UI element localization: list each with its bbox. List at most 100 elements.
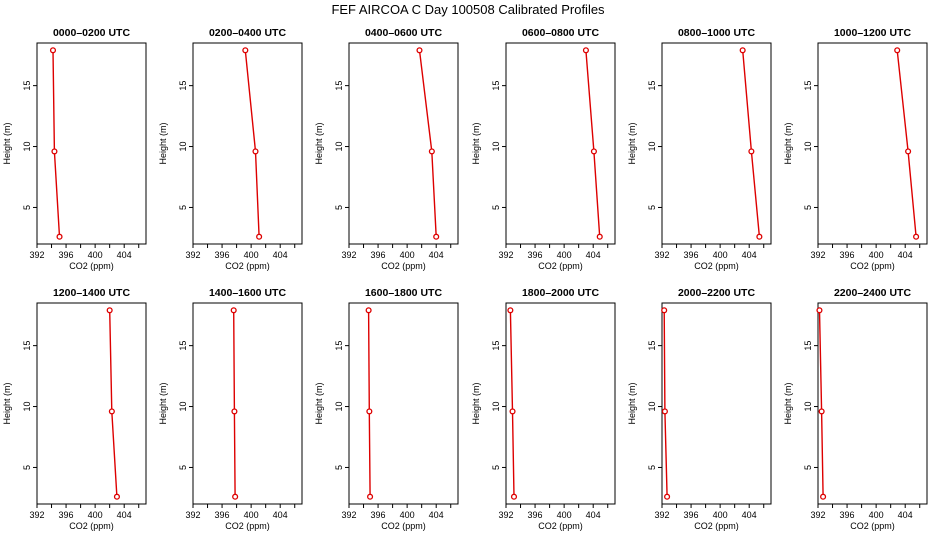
panel-9-y-axis-label: Height (m) [314, 382, 324, 424]
panel-9-x-tick-label: 392 [341, 510, 356, 520]
panel-3-title: 0400–0600 UTC [365, 27, 442, 39]
panel-9-data-point [365, 307, 372, 314]
panel-7-frame [36, 302, 147, 505]
panel-4-data-point [590, 148, 597, 155]
panel-3-data-point [433, 233, 440, 240]
panel-8-y-tick-label: 5 [178, 465, 188, 470]
panel-6-y-axis-label: Height (m) [783, 122, 793, 164]
panel-2-y-tick-label: 15 [178, 81, 188, 91]
panel-4-y-tick-label: 5 [491, 205, 501, 210]
panel-10-y-tick-label: 10 [491, 402, 501, 412]
panel-3-x-tick-label: 404 [429, 250, 444, 260]
panel-6-x-tick-label: 400 [869, 250, 884, 260]
panel-7-title: 1200–1400 UTC [53, 287, 130, 299]
panel-9-profile-line [367, 310, 371, 497]
panel-2-data-point [242, 47, 249, 54]
panel-4-x-tick-label: 396 [528, 250, 543, 260]
panel-8-data-point [231, 408, 238, 415]
panel-12-x-axis-label: CO2 (ppm) [850, 521, 895, 531]
panel-2-data-point [252, 148, 259, 155]
panel-8-data-point [230, 307, 237, 314]
panel-10-data-point [509, 408, 516, 415]
panel-10-y-axis-label: Height (m) [471, 382, 481, 424]
panel-2-x-tick-label: 392 [185, 250, 200, 260]
panel-12-y-tick-label: 10 [803, 402, 813, 412]
panel-10-y-tick-label: 5 [491, 465, 501, 470]
panel-7-profile-line [109, 310, 118, 497]
panel-3-data-point [428, 148, 435, 155]
panel-12-x-tick-label: 400 [869, 510, 884, 520]
panel-7-x-tick-label: 404 [117, 510, 132, 520]
panel-4-data-point [596, 233, 603, 240]
panel-8-x-tick-label: 392 [185, 510, 200, 520]
panel-12-x-tick-label: 392 [810, 510, 825, 520]
panel-2-x-tick-label: 400 [244, 250, 259, 260]
panel-10-x-tick-label: 400 [557, 510, 572, 520]
panel-4-y-tick-label: 10 [491, 142, 501, 152]
panel-1-data-point [51, 148, 58, 155]
panel-5-data-point [748, 148, 755, 155]
panel-3-x-tick-label: 400 [400, 250, 415, 260]
panel-1-x-axis-label: CO2 (ppm) [69, 261, 114, 271]
panel-11-x-tick-label: 396 [684, 510, 699, 520]
panel-2-x-axis-label: CO2 (ppm) [225, 261, 270, 271]
panel-5-data-point [739, 47, 746, 54]
panel-9-title: 1600–1800 UTC [365, 287, 442, 299]
panel-11-data-point [661, 307, 668, 314]
panel-3-x-tick-label: 392 [341, 250, 356, 260]
panel-8-y-tick-label: 15 [178, 341, 188, 351]
panel-6-x-tick-label: 396 [840, 250, 855, 260]
panel-2-y-axis-label: Height (m) [158, 122, 168, 164]
panel-5-profile-line [742, 50, 761, 237]
panel-12-y-tick-label: 5 [803, 465, 813, 470]
panel-8-x-tick-label: 400 [244, 510, 259, 520]
panel-10-x-tick-label: 404 [586, 510, 601, 520]
panel-12-data-point [816, 307, 823, 314]
panel-3-frame [348, 42, 459, 245]
panel-2-x-tick-label: 404 [273, 250, 288, 260]
panel-7-x-tick-label: 400 [88, 510, 103, 520]
panel-5-frame [661, 42, 772, 245]
panel-9: 1600–1800 UTC 392 396 400 404 5 10 15 CO2 (ppm) H… [314, 287, 459, 531]
panel-12-profile-line [818, 310, 824, 497]
panel-8-x-tick-label: 396 [215, 510, 230, 520]
panel-5-x-tick-label: 396 [684, 250, 699, 260]
panel-12-data-point [820, 493, 827, 500]
panel-5-y-axis-label: Height (m) [627, 122, 637, 164]
panel-7-y-tick-label: 15 [22, 341, 32, 351]
panel-10-frame [505, 302, 616, 505]
panel-9-y-tick-label: 10 [334, 402, 344, 412]
panel-7-x-tick-label: 392 [29, 510, 44, 520]
figure-title: FEF AIRCOA C Day 100508 Calibrated Profi… [331, 2, 605, 17]
panel-5-title: 0800–1000 UTC [678, 27, 755, 39]
panel-4-x-tick-label: 400 [557, 250, 572, 260]
panel-2-data-point [256, 233, 263, 240]
panel-12: 2200–2400 UTC 392 396 400 404 5 10 15 CO2 (ppm) H… [783, 287, 928, 531]
panel-11-data-point [664, 493, 671, 500]
panel-5-x-axis-label: CO2 (ppm) [694, 261, 739, 271]
panel-6-title: 1000–1200 UTC [834, 27, 911, 39]
panel-9-x-tick-label: 396 [371, 510, 386, 520]
panel-8-title: 1400–1600 UTC [209, 287, 286, 299]
panel-1-y-axis-label: Height (m) [2, 122, 12, 164]
panel-11-y-tick-label: 5 [647, 465, 657, 470]
panel-9-x-tick-label: 404 [429, 510, 444, 520]
panel-9-y-tick-label: 15 [334, 341, 344, 351]
panel-3-data-point [416, 47, 423, 54]
panel-1-data-point [56, 233, 63, 240]
panel-10-y-tick-label: 15 [491, 341, 501, 351]
panel-3-profile-line [418, 50, 437, 237]
panel-5-y-tick-label: 15 [647, 81, 657, 91]
panel-5: 0800–1000 UTC 392 396 400 404 5 10 15 CO2 (ppm) H… [627, 27, 772, 271]
panel-2-frame [192, 42, 303, 245]
panel-2-y-tick-label: 5 [178, 205, 188, 210]
panel-9-y-tick-label: 5 [334, 465, 344, 470]
panel-11-frame [661, 302, 772, 505]
panel-4-frame [505, 42, 616, 245]
panel-11-y-tick-label: 15 [647, 341, 657, 351]
panel-1-y-tick-label: 10 [22, 142, 32, 152]
panel-10-profile-line [509, 310, 515, 497]
panel-6-y-tick-label: 5 [803, 205, 813, 210]
panel-4-data-point [582, 47, 589, 54]
